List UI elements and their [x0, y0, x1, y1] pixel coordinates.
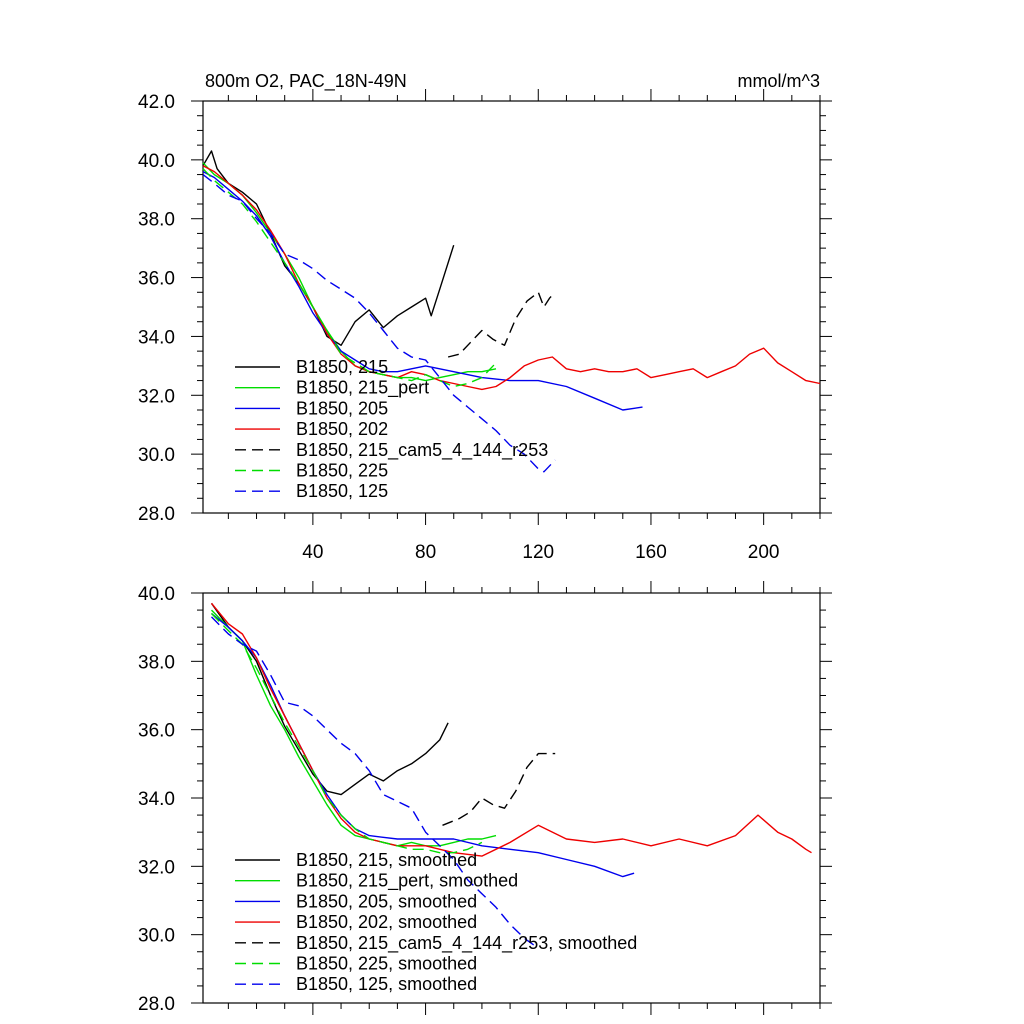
- y-tick-labels: 28.0 30.0 32.0 34.0 36.0 38.0 40.0 42.0: [138, 92, 175, 525]
- series-line-7: [202, 174, 556, 473]
- y-tick-label: 36.0: [138, 721, 175, 742]
- series-line-2: [211, 609, 497, 847]
- x-tick-labels: 40 80 120 160 200: [302, 542, 779, 563]
- legend-label: B1850, 225: [296, 461, 388, 481]
- y-tick-label: 40.0: [138, 151, 175, 172]
- legend-label: B1850, 215_cam5_4_144_r253: [296, 440, 548, 461]
- legend-label: B1850, 215, smoothed: [296, 850, 477, 870]
- x-tick-label: 80: [415, 542, 436, 563]
- x-tick-label: 120: [522, 542, 554, 563]
- legend-label: B1850, 215_cam5_4_144_r253, smoothed: [296, 933, 637, 954]
- series-lines: [210, 602, 812, 949]
- x-tick-label: 200: [748, 542, 780, 563]
- top-panel: 800m O2, PAC_18N-49N mmol/m^3 28.0 30.0 32…: [138, 71, 832, 563]
- series-line-6: [211, 613, 483, 854]
- legend-label: B1850, 205: [296, 398, 388, 418]
- legend-label: B1850, 225, smoothed: [296, 954, 477, 974]
- x-tick-label: 40: [302, 542, 323, 563]
- y-tick-label: 32.0: [138, 386, 175, 407]
- legend-label: B1850, 215_pert, smoothed: [296, 871, 518, 892]
- series-line-3: [202, 170, 643, 411]
- y-tick-label: 30.0: [138, 445, 175, 466]
- series-line-5: [442, 752, 556, 826]
- legend-label: B1850, 125, smoothed: [296, 974, 477, 994]
- y-tick-label: 38.0: [138, 652, 175, 673]
- y-tick-label: 40.0: [138, 584, 175, 605]
- y-tick-label: 34.0: [138, 327, 175, 348]
- legend-label: B1850, 202, smoothed: [296, 912, 477, 932]
- series-line-7: [211, 616, 539, 949]
- y-tick-labels: 28.0 30.0 32.0 34.0 36.0 38.0 40.0: [138, 584, 175, 1015]
- y-tick-label: 28.0: [138, 994, 175, 1015]
- y-tick-label: 36.0: [138, 269, 175, 290]
- series-line-6: [202, 168, 497, 388]
- y-tick-label: 28.0: [138, 504, 175, 525]
- series-lines: [202, 150, 821, 473]
- chart-units: mmol/m^3: [738, 71, 820, 91]
- x-tick-label: 160: [635, 542, 667, 563]
- legend-label: B1850, 205, smoothed: [296, 891, 477, 911]
- bottom-panel: 28.0 30.0 32.0 34.0 36.0 38.0 40.0 B1850, 215,…: [138, 581, 832, 1015]
- legend-label: B1850, 125: [296, 481, 388, 501]
- y-tick-label: 42.0: [138, 92, 175, 113]
- y-tick-label: 32.0: [138, 857, 175, 878]
- y-tick-label: 34.0: [138, 789, 175, 810]
- y-tick-label: 38.0: [138, 210, 175, 231]
- tick-marks: [191, 89, 832, 525]
- series-line-3: [211, 612, 635, 878]
- y-tick-label: 30.0: [138, 926, 175, 947]
- legend-label: B1850, 215_pert: [296, 378, 429, 399]
- legend-label: B1850, 215: [296, 357, 388, 377]
- chart-title: 800m O2, PAC_18N-49N: [205, 71, 407, 92]
- legend-label: B1850, 202: [296, 419, 388, 439]
- tick-marks: [191, 581, 832, 1015]
- series-line-5: [447, 291, 556, 358]
- series-line-1: [210, 602, 449, 796]
